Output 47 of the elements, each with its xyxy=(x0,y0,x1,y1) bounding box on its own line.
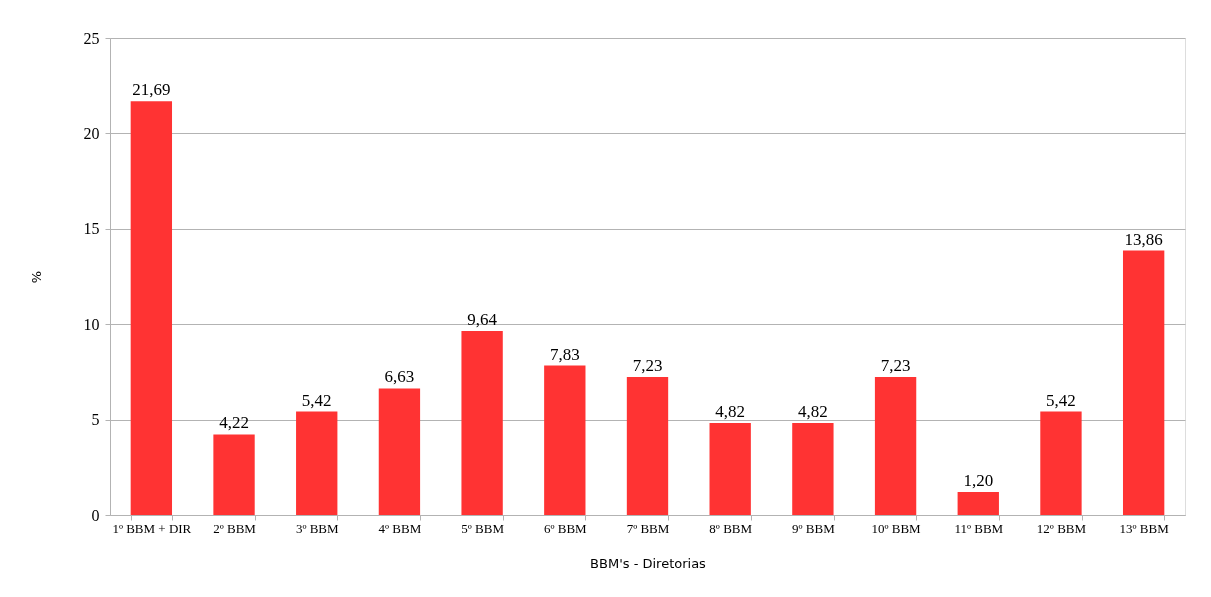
data-label: 4,82 xyxy=(798,402,828,422)
data-label: 7,23 xyxy=(880,356,911,376)
bar xyxy=(1040,411,1082,515)
x-tick-label: 7º BBM xyxy=(626,520,670,536)
bar xyxy=(874,377,917,515)
bar xyxy=(461,331,503,515)
bar xyxy=(213,434,255,515)
bar xyxy=(1122,250,1165,515)
bar xyxy=(792,423,834,515)
data-label: 13,86 xyxy=(1124,229,1163,249)
data-label: 21,69 xyxy=(132,80,171,100)
x-tick-label: 1º BBM + DIR xyxy=(112,520,192,536)
bar xyxy=(626,377,669,515)
x-tick-label: 12º BBM xyxy=(1036,520,1087,536)
bar xyxy=(130,101,173,515)
data-label: 6,63 xyxy=(384,367,415,387)
x-tick-label: 13º BBM xyxy=(1119,520,1170,536)
bar xyxy=(544,365,586,515)
x-tick-label: 5º BBM xyxy=(461,520,505,536)
data-label: 9,64 xyxy=(467,310,498,330)
data-label: 1,20 xyxy=(963,471,994,491)
y-tick-label: 15 xyxy=(83,220,100,238)
y-tick-label: 10 xyxy=(83,315,100,333)
y-axis-title: % xyxy=(28,270,44,284)
x-tick-label: 6º BBM xyxy=(543,520,588,536)
bar xyxy=(296,411,338,515)
x-tick-label: 2º BBM xyxy=(213,520,257,536)
bar xyxy=(957,492,999,515)
data-label: 5,42 xyxy=(1046,390,1076,410)
bar xyxy=(709,423,751,515)
x-tick-label: 9º BBM xyxy=(792,520,836,536)
x-tick-label: 10º BBM xyxy=(871,520,922,536)
data-label: 4,82 xyxy=(715,402,746,422)
y-tick-label: 0 xyxy=(91,506,100,524)
data-label: 5,42 xyxy=(301,390,332,410)
y-tick-label: 5 xyxy=(91,411,100,429)
x-tick-label: 8º BBM xyxy=(709,520,753,536)
bar xyxy=(378,388,421,515)
x-axis-title: BBM's - Diretorias xyxy=(590,555,707,571)
y-tick-label: 20 xyxy=(83,124,100,142)
data-label: 7,83 xyxy=(549,344,580,364)
x-tick-label: 11º BBM xyxy=(954,520,1004,536)
x-tick-label: 4º BBM xyxy=(378,520,422,536)
y-tick-label: 25 xyxy=(83,29,100,47)
data-label: 7,23 xyxy=(632,356,663,376)
data-label: 4,22 xyxy=(219,413,249,433)
x-tick-label: 3º BBM xyxy=(295,520,340,536)
